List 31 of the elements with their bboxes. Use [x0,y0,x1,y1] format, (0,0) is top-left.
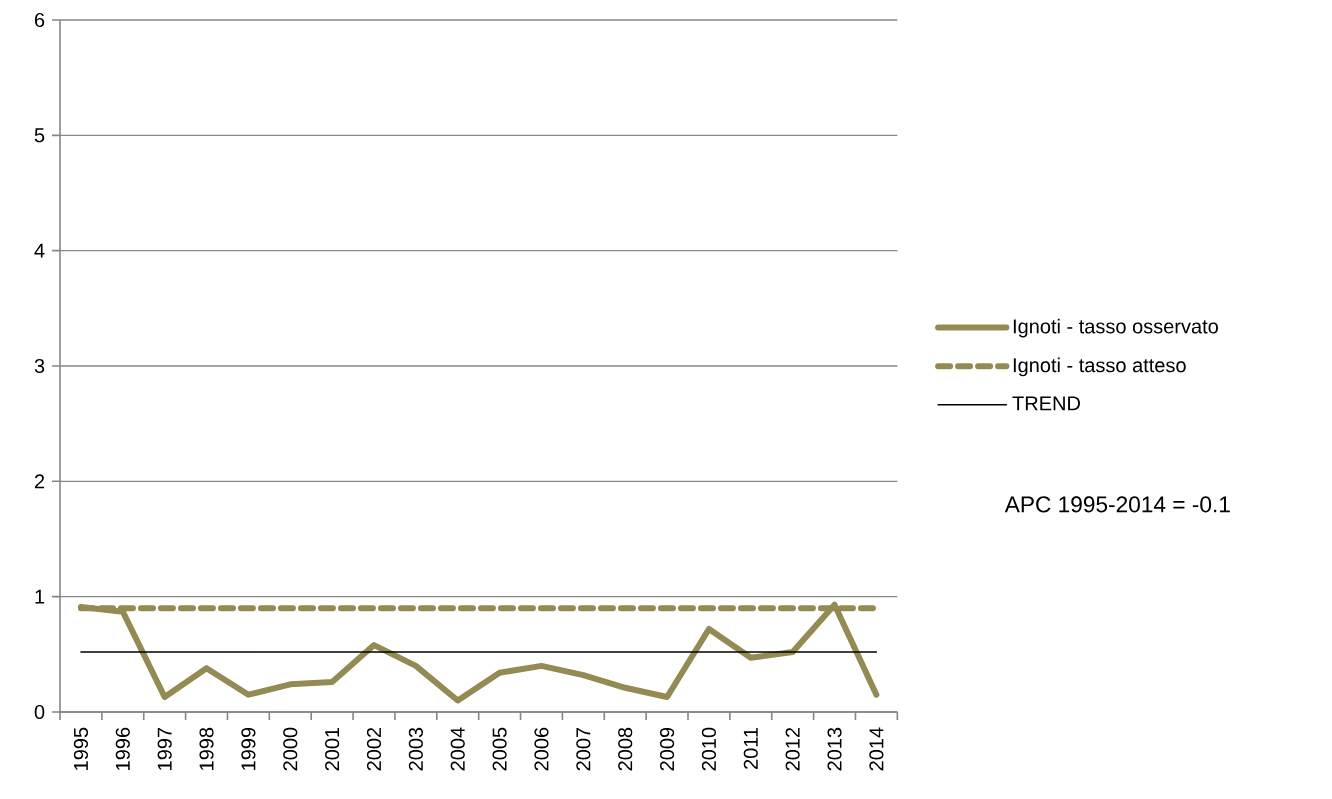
y-tick-label: 2 [34,474,45,489]
x-tick-label: 1999 [241,728,256,771]
legend-label: Ignoti - tasso osservato [1013,318,1218,338]
x-tick-label: 1995 [73,727,89,771]
x-tick-label: 1996 [115,727,130,771]
x-tick-label: 2005 [492,727,507,771]
x-tick-label: 2002 [366,728,382,771]
x-tick-label: 2003 [408,727,423,771]
y-tick-label: 5 [34,128,45,143]
legend-label: Ignoti - tasso atteso [1013,357,1186,377]
x-tick-label: 2000 [283,727,298,771]
x-tick-label: 2009 [659,728,675,771]
x-tick-label: 2006 [534,727,549,771]
y-tick-label: 0 [34,705,45,720]
x-tick-label: 2014 [869,727,884,771]
x-tick-label: 2011 [743,728,758,770]
y-tick-label: 4 [34,243,45,258]
x-tick-label: 2004 [450,727,465,771]
y-tick-label: 6 [34,13,45,28]
x-tick-label: 2001 [325,728,340,771]
x-tick-label: 2007 [576,728,591,771]
x-tick-label: 1998 [199,727,214,771]
x-tick-label: 2010 [701,727,717,771]
legend-label: TREND [1012,396,1080,411]
x-tick-label: 2012 [785,728,800,771]
x-tick-label: 2013 [827,727,842,771]
y-tick-label: 1 [35,589,45,604]
text: APC 1995-2014 = -0.1 [1004,496,1230,513]
x-tick-label: 2008 [618,727,633,771]
x-tick-label: 1997 [157,728,172,771]
y-tick-label: 3 [34,359,45,374]
